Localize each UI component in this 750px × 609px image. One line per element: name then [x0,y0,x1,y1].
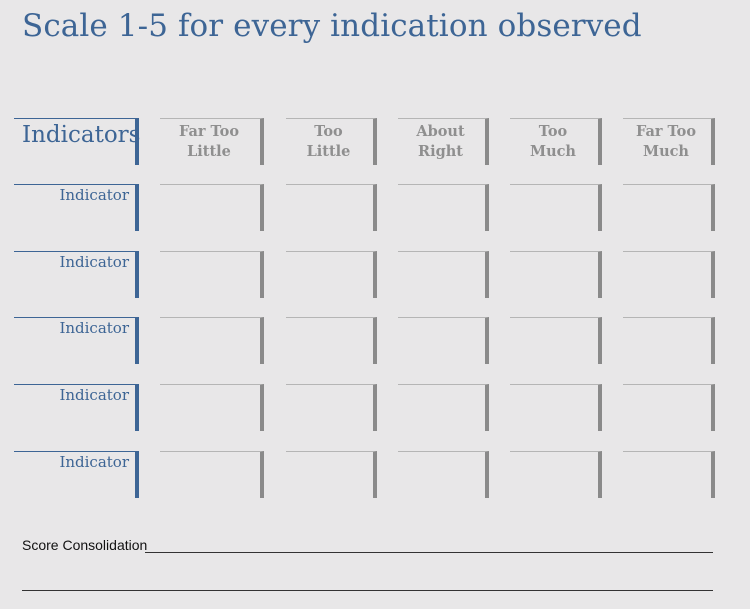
score-consolidation-label: Score Consolidation [22,537,148,553]
rating-cell[interactable] [160,251,264,298]
rating-cell[interactable] [398,384,489,431]
rating-cell[interactable] [398,317,489,364]
column-header-line1: About [416,123,465,140]
rating-cell[interactable] [623,184,715,231]
rating-cell[interactable] [623,251,715,298]
rating-cell[interactable] [623,384,715,431]
column-header-too-much: Too Much [510,118,602,165]
column-header-line2: Much [530,143,576,160]
column-header-line1: Too [314,123,343,140]
column-header-too-little: Too Little [286,118,377,165]
row-label: Indicator [14,384,139,431]
rating-cell[interactable] [623,317,715,364]
rating-cell[interactable] [510,184,602,231]
page-title: Scale 1-5 for every indication observed [22,8,642,44]
indicators-header: Indicators [14,118,140,165]
column-header-line2: Right [418,143,463,160]
rating-cell[interactable] [286,384,377,431]
column-header-far-too-little: Far Too Little [160,118,264,165]
rating-cell[interactable] [160,317,264,364]
rating-cell[interactable] [160,184,264,231]
rating-cell[interactable] [160,451,264,498]
column-header-line1: Far Too [635,123,697,140]
column-header-about-right: About Right [398,118,489,165]
column-header-line2: Little [187,143,231,160]
rating-cell[interactable] [398,251,489,298]
rating-cell[interactable] [286,451,377,498]
rating-cell[interactable] [623,451,715,498]
column-header-line1: Too [538,123,568,140]
score-consolidation-line[interactable] [145,552,713,553]
rating-cell[interactable] [286,251,377,298]
rating-cell[interactable] [510,251,602,298]
score-consolidation-line-2[interactable] [22,590,713,591]
column-header-far-too-much: Far Too Much [623,118,715,165]
rating-cell[interactable] [510,451,602,498]
column-header-line1: Far Too [178,123,240,140]
rating-cell[interactable] [398,184,489,231]
column-header-line2: Much [643,143,689,160]
row-label: Indicator [14,184,139,231]
rating-cell[interactable] [286,184,377,231]
rating-cell[interactable] [398,451,489,498]
rating-cell[interactable] [510,384,602,431]
row-label: Indicator [14,251,139,298]
row-label: Indicator [14,317,139,364]
rating-cell[interactable] [286,317,377,364]
column-header-line2: Little [306,143,351,160]
rating-cell[interactable] [160,384,264,431]
row-label: Indicator [14,451,139,498]
rating-cell[interactable] [510,317,602,364]
